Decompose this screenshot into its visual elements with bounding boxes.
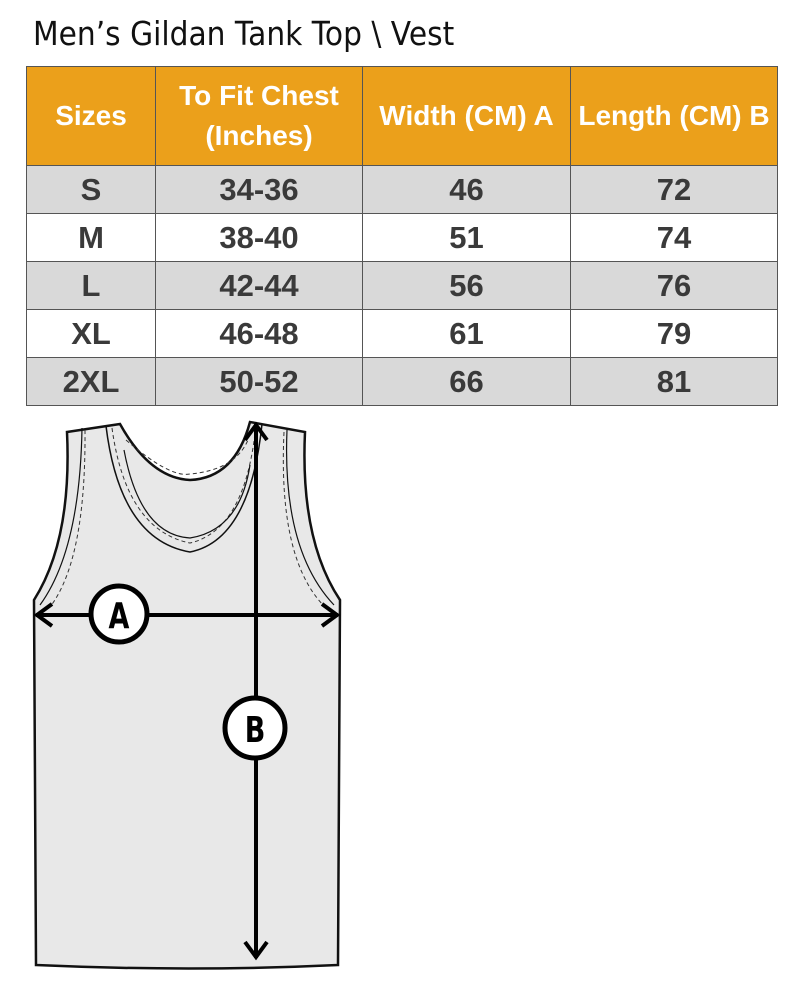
cell-width: 66 — [362, 357, 571, 406]
label-a-circle — [88, 583, 150, 645]
table-row: XL 46-48 61 79 — [26, 309, 778, 358]
cell-chest: 46-48 — [155, 309, 363, 358]
label-b: B — [245, 708, 266, 751]
neck-inner-stitch — [125, 439, 249, 475]
header-chest: To Fit Chest (Inches) — [155, 66, 363, 166]
cell-width: 56 — [362, 261, 571, 310]
width-arrow — [33, 602, 341, 628]
armhole-right-stitch — [282, 431, 326, 608]
label-b-circle — [222, 695, 288, 761]
cell-size: M — [26, 213, 156, 262]
cell-width: 51 — [362, 213, 571, 262]
neck-binding — [105, 423, 263, 553]
header-sizes: Sizes — [26, 66, 156, 166]
cell-chest: 42-44 — [155, 261, 363, 310]
neck-stitch — [111, 423, 257, 544]
page-title: Men’s Gildan Tank Top \ Vest — [33, 14, 455, 53]
armhole-left — [39, 427, 83, 606]
table-header-row: Sizes To Fit Chest (Inches) Width (CM) A… — [26, 66, 778, 166]
length-arrow — [243, 421, 269, 961]
cell-length: 79 — [570, 309, 778, 358]
cell-chest: 38-40 — [155, 213, 363, 262]
armhole-right — [285, 429, 335, 606]
cell-length: 74 — [570, 213, 778, 262]
neck-inner — [123, 449, 251, 539]
label-a: A — [109, 594, 130, 637]
table-row: L 42-44 56 76 — [26, 261, 778, 310]
cell-chest: 50-52 — [155, 357, 363, 406]
cell-length: 81 — [570, 357, 778, 406]
header-length: Length (CM) B — [570, 66, 778, 166]
cell-length: 76 — [570, 261, 778, 310]
size-table: Sizes To Fit Chest (Inches) Width (CM) A… — [26, 66, 778, 406]
cell-width: 61 — [362, 309, 571, 358]
armhole-left-stitch — [49, 429, 86, 608]
table-row: 2XL 50-52 66 81 — [26, 357, 778, 406]
cell-size: S — [26, 165, 156, 214]
cell-length: 72 — [570, 165, 778, 214]
header-width: Width (CM) A — [362, 66, 571, 166]
cell-size: XL — [26, 309, 156, 358]
cell-width: 46 — [362, 165, 571, 214]
table-row: M 38-40 51 74 — [26, 213, 778, 262]
tank-top-outline — [32, 420, 342, 970]
